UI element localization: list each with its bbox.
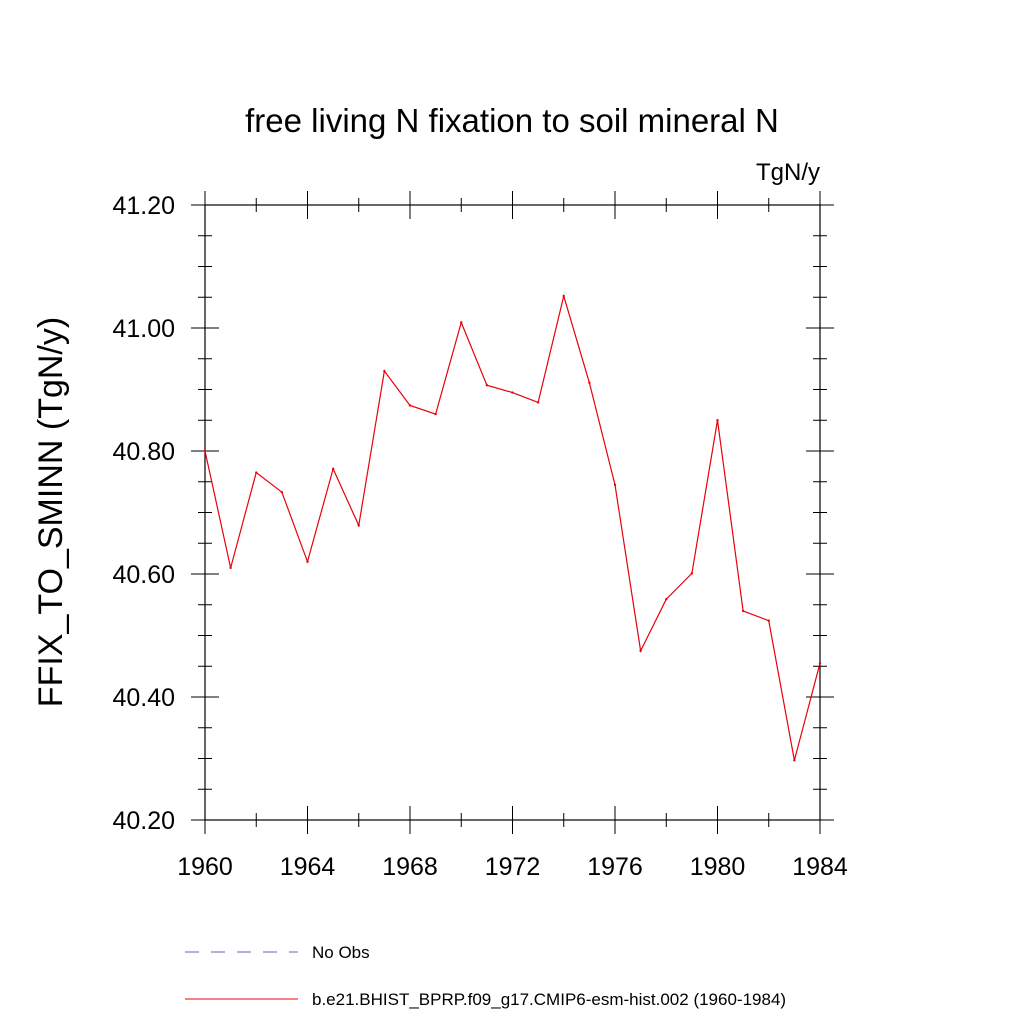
legend: No Obs b.e21.BHIST_BPRP.f09_g17.CMIP6-esm…: [185, 943, 786, 1009]
data-point: [383, 369, 386, 373]
data-point: [460, 321, 463, 324]
data-point: [767, 619, 770, 622]
data-point: [306, 560, 309, 563]
x-tick-label: 1976: [587, 853, 643, 881]
y-axis: 40.20 40.40 40.60 40.80 41.00 41.20: [112, 192, 834, 835]
data-point: [690, 572, 694, 575]
legend-label: b.e21.BHIST_BPRP.f09_g17.CMIP6-esm-hist.…: [312, 990, 786, 1009]
data-point: [203, 449, 207, 453]
data-point: [613, 483, 617, 487]
data-point: [588, 381, 591, 384]
x-tick-label: 1980: [690, 853, 746, 881]
y-tick-label: 40.80: [112, 438, 175, 466]
chart-title: free living N fixation to soil mineral N: [245, 102, 779, 139]
data-point: [511, 391, 514, 394]
data-point: [408, 404, 412, 407]
data-point: [665, 598, 668, 601]
data-point: [485, 383, 489, 387]
y-tick-label: 40.60: [112, 561, 175, 589]
x-tick-label: 1984: [792, 853, 848, 881]
data-point: [716, 419, 719, 422]
y-axis-label: FFIX_TO_SMINN (TgN/y): [32, 317, 70, 707]
y-tick-label: 40.40: [112, 684, 175, 712]
data-point: [331, 467, 335, 471]
data-point: [434, 412, 437, 416]
data-point: [741, 609, 745, 613]
data-point: [562, 294, 565, 298]
x-tick-label: 1968: [382, 853, 438, 881]
y-tick-label: 40.20: [112, 807, 175, 835]
legend-label: No Obs: [312, 943, 370, 962]
data-point: [357, 524, 360, 527]
x-tick-label: 1972: [485, 853, 541, 881]
data-point: [818, 661, 822, 665]
data-point: [229, 566, 232, 570]
data-point: [536, 401, 540, 404]
data-point: [255, 471, 258, 474]
y-tick-label: 41.00: [112, 315, 175, 343]
plot-frame: [204, 204, 821, 821]
x-tick-label: 1960: [177, 853, 233, 881]
units-label: TgN/y: [756, 159, 820, 186]
series-line-0: [204, 293, 821, 761]
y-tick-label: 41.20: [112, 192, 175, 220]
data-point: [639, 649, 642, 653]
data-point: [280, 491, 284, 494]
series-layer: [203, 293, 822, 762]
data-point: [793, 759, 796, 762]
x-axis: 1960 1964 1968 1972 1976 1980 1984: [177, 191, 848, 881]
x-tick-label: 1964: [280, 853, 336, 881]
